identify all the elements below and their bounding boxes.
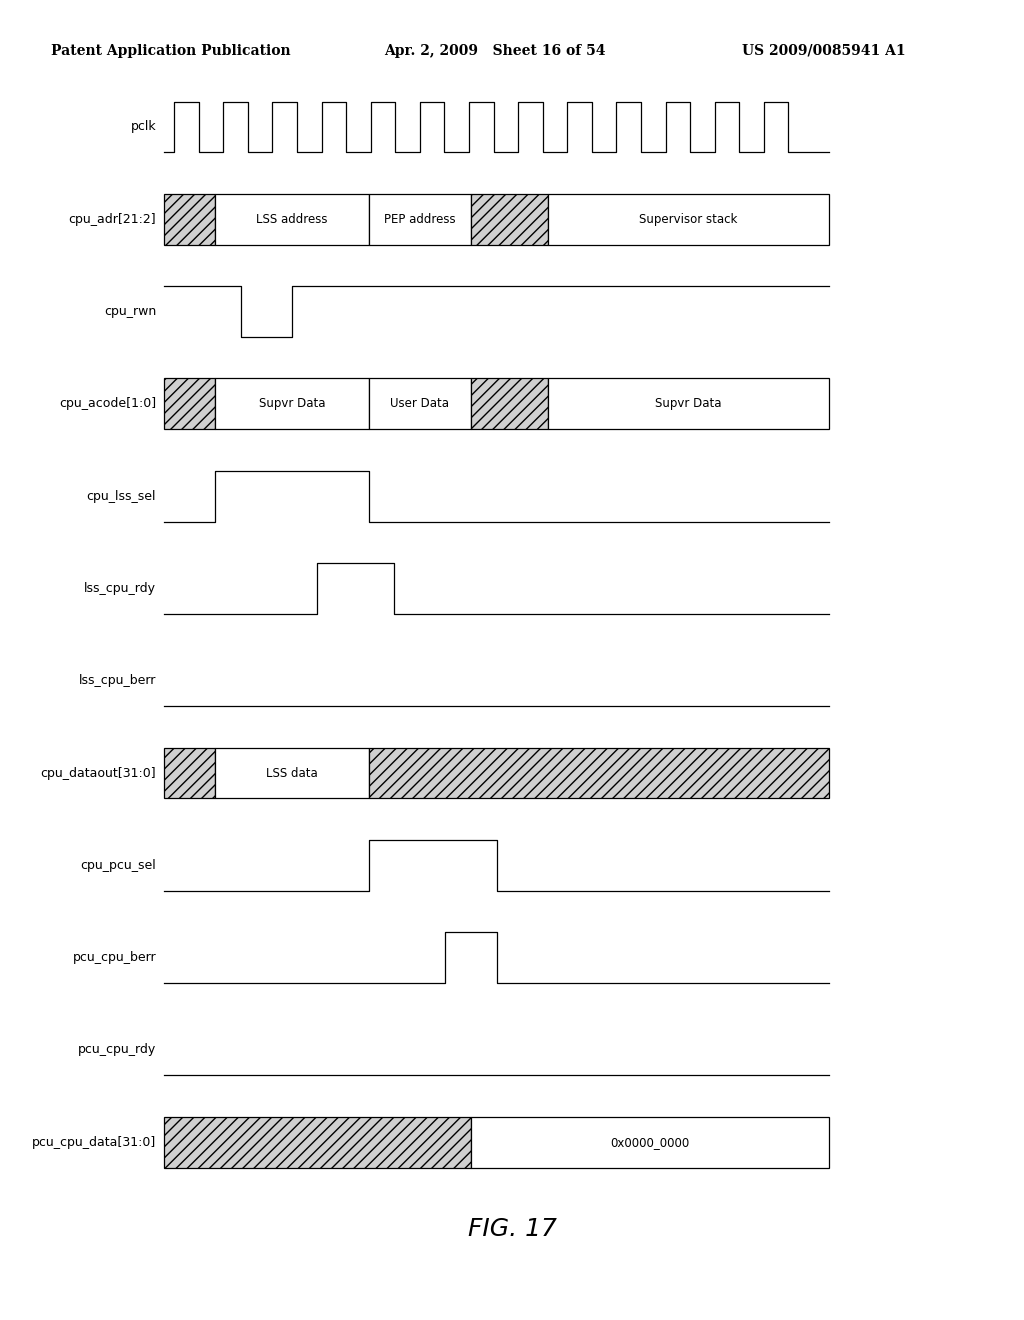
Text: Supervisor stack: Supervisor stack	[639, 213, 738, 226]
Bar	[369, 194, 471, 244]
Bar	[215, 747, 369, 799]
Bar	[164, 194, 215, 244]
Text: PEP address: PEP address	[384, 213, 456, 226]
Bar	[548, 194, 829, 244]
Bar	[164, 747, 215, 799]
Text: cpu_acode[1:0]: cpu_acode[1:0]	[59, 397, 157, 411]
Text: cpu_rwn: cpu_rwn	[103, 305, 157, 318]
Text: Patent Application Publication: Patent Application Publication	[51, 44, 291, 58]
Text: pcu_cpu_data[31:0]: pcu_cpu_data[31:0]	[32, 1135, 157, 1148]
Text: Supvr Data: Supvr Data	[259, 397, 325, 411]
Bar	[471, 194, 548, 244]
Text: pcu_cpu_berr: pcu_cpu_berr	[73, 952, 157, 964]
Text: lss_cpu_rdy: lss_cpu_rdy	[84, 582, 157, 595]
Text: cpu_adr[21:2]: cpu_adr[21:2]	[69, 213, 157, 226]
Bar	[369, 379, 471, 429]
Bar	[471, 379, 548, 429]
Text: LSS address: LSS address	[256, 213, 328, 226]
Bar	[548, 379, 829, 429]
Text: US 2009/0085941 A1: US 2009/0085941 A1	[742, 44, 906, 58]
Text: Apr. 2, 2009   Sheet 16 of 54: Apr. 2, 2009 Sheet 16 of 54	[384, 44, 605, 58]
Bar	[164, 1117, 471, 1168]
Text: cpu_dataout[31:0]: cpu_dataout[31:0]	[41, 767, 157, 780]
Text: LSS data: LSS data	[266, 767, 317, 780]
Text: pclk: pclk	[130, 120, 157, 133]
Text: 0x0000_0000: 0x0000_0000	[610, 1135, 690, 1148]
Text: cpu_pcu_sel: cpu_pcu_sel	[81, 859, 157, 873]
Bar	[215, 194, 369, 244]
Text: cpu_lss_sel: cpu_lss_sel	[87, 490, 157, 503]
Bar	[164, 379, 215, 429]
Bar	[471, 1117, 829, 1168]
Bar	[369, 747, 829, 799]
Text: pcu_cpu_rdy: pcu_cpu_rdy	[78, 1044, 157, 1056]
Text: User Data: User Data	[390, 397, 450, 411]
Text: Supvr Data: Supvr Data	[655, 397, 722, 411]
Text: lss_cpu_berr: lss_cpu_berr	[79, 675, 157, 688]
Bar	[215, 379, 369, 429]
Text: FIG. 17: FIG. 17	[468, 1217, 556, 1241]
